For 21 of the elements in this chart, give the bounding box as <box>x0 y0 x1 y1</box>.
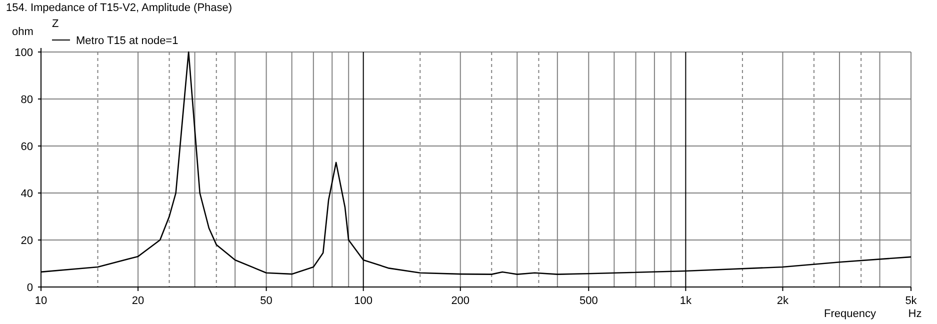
x-tick-label: 1k <box>680 295 692 307</box>
x-tick-label: 500 <box>579 295 598 307</box>
text: Hz <box>908 308 922 320</box>
x-tick-label: 2k <box>776 295 790 307</box>
x-tick-label: 200 <box>451 295 470 307</box>
chart-title: 154. Impedance of T15-V2, Amplitude (Phase) <box>6 2 232 14</box>
x-tick-label: 5k <box>905 295 918 307</box>
y-tick-label: 40 <box>20 188 33 200</box>
y-tick-label: 80 <box>20 94 33 106</box>
y-tick-label: 20 <box>20 234 33 247</box>
y-tick-label: 0 <box>26 282 33 294</box>
x-tick-label: 100 <box>354 295 373 307</box>
x-tick-label: 20 <box>132 295 144 307</box>
y-tick-label: 100 <box>14 46 33 59</box>
x-tick-label: 50 <box>260 295 272 307</box>
legend-title: Z <box>52 18 59 30</box>
x-axis-title: Frequency <box>824 308 876 320</box>
y-tick-label: 60 <box>20 140 33 153</box>
x-tick-label: 10 <box>34 295 48 307</box>
legend-label: Metro T15 at node=1 <box>76 34 178 47</box>
y-axis-title: ohm <box>12 26 34 38</box>
